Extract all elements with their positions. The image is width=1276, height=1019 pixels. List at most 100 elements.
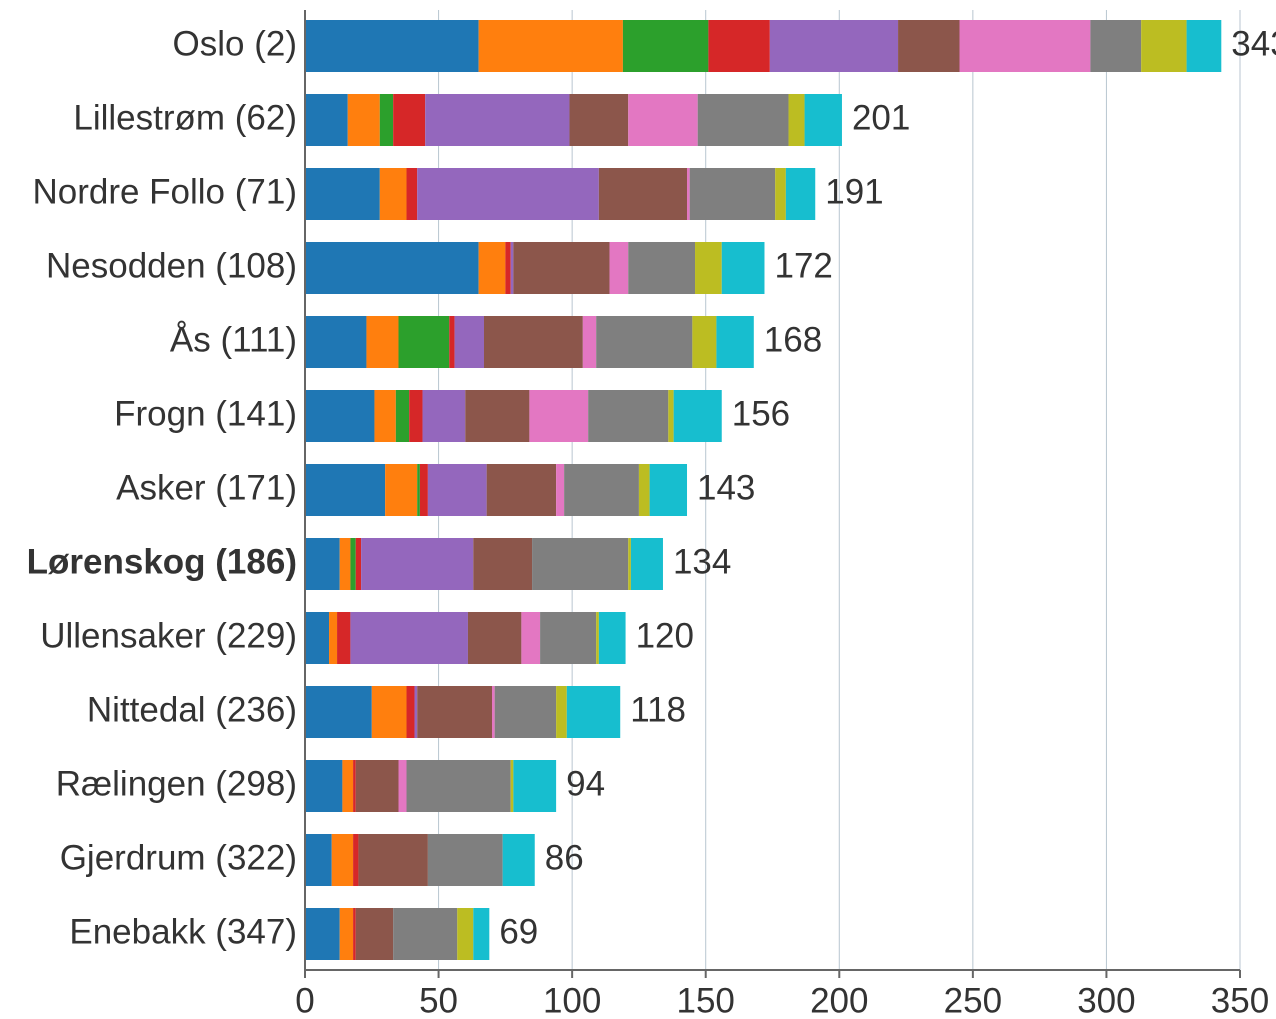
bar-segment — [556, 686, 567, 738]
category-label: Asker (171) — [116, 468, 297, 507]
bar-segment — [406, 686, 415, 738]
category-label: Nordre Follo (71) — [32, 172, 297, 211]
bar-segment — [628, 242, 696, 294]
x-tick-label: 300 — [1077, 981, 1135, 1019]
category-label: Lillestrøm (62) — [73, 98, 297, 137]
total-label: 118 — [630, 690, 686, 729]
bar-segment — [649, 464, 688, 516]
bar-segment — [804, 94, 842, 146]
bar-segment — [556, 464, 565, 516]
bar-segment — [668, 390, 674, 442]
bar-segment — [598, 612, 626, 664]
bar-segment — [788, 94, 805, 146]
total-label: 94 — [566, 764, 605, 803]
bar-segment — [502, 834, 535, 886]
bar-segment — [366, 316, 399, 368]
bar-segment — [339, 908, 354, 960]
bar-segment — [513, 242, 610, 294]
bar-segment — [305, 242, 479, 294]
bar-segment — [478, 242, 506, 294]
bar-segment — [622, 20, 709, 72]
bar-segment — [785, 168, 816, 220]
bar-segment — [721, 242, 765, 294]
bar-segment — [350, 612, 468, 664]
total-label: 172 — [774, 246, 832, 285]
bar-segment — [353, 834, 359, 886]
bar-segment — [305, 834, 332, 886]
bar-segment — [417, 168, 599, 220]
total-label: 201 — [852, 98, 910, 137]
bar-segment — [305, 390, 375, 442]
bar-segment — [305, 686, 372, 738]
category-label: Frogn (141) — [114, 394, 297, 433]
total-label: 143 — [697, 468, 755, 507]
bar-segment — [454, 316, 484, 368]
bar-segment — [486, 464, 557, 516]
total-label: 156 — [732, 394, 790, 433]
bar-segment — [406, 760, 511, 812]
category-label: Ås (111) — [170, 320, 297, 359]
bar-segment — [775, 168, 786, 220]
category-label: Nittedal (236) — [87, 690, 297, 729]
bar-segment — [609, 242, 629, 294]
bar-segment — [478, 20, 623, 72]
category-label: Ullensaker (229) — [40, 616, 297, 655]
bar-segment — [398, 760, 407, 812]
bar-segment — [716, 316, 754, 368]
bar-segment — [379, 168, 407, 220]
bar-segment — [566, 686, 621, 738]
bar-segment — [596, 316, 693, 368]
x-tick-label: 100 — [543, 981, 601, 1019]
category-label: Nesodden (108) — [46, 246, 297, 285]
x-tick-label: 0 — [295, 981, 314, 1019]
bar-segment — [708, 20, 770, 72]
bar-segment — [697, 94, 789, 146]
bar-segment — [398, 316, 450, 368]
bar-segment — [355, 760, 399, 812]
bar-segment — [305, 760, 343, 812]
bar-segment — [769, 20, 899, 72]
category-label: Rælingen (298) — [56, 764, 297, 803]
x-tick-label: 350 — [1211, 981, 1269, 1019]
bar-segment — [494, 686, 557, 738]
bar-segment — [425, 94, 570, 146]
category-label: Lørenskog (186) — [27, 542, 297, 581]
bar-segment — [305, 464, 386, 516]
bar-segment — [305, 20, 479, 72]
bar-segment — [540, 612, 597, 664]
bar-segment — [409, 390, 423, 442]
bar-segment — [305, 908, 340, 960]
bar-segment — [483, 316, 583, 368]
bar-segment — [596, 612, 599, 664]
bar-segment — [673, 390, 722, 442]
bar-segment — [628, 94, 698, 146]
bar-segment — [588, 390, 669, 442]
bar-segment — [353, 760, 356, 812]
bar-segment — [598, 168, 688, 220]
bar-segment — [305, 612, 330, 664]
bar-segment — [510, 242, 514, 294]
bar-segment — [630, 538, 663, 590]
bar-segment — [449, 316, 455, 368]
bar-segment — [687, 168, 690, 220]
bar-segment — [361, 538, 474, 590]
bar-segment — [427, 834, 503, 886]
bar-segment — [393, 94, 426, 146]
bar-segment — [305, 94, 348, 146]
bar-segment — [355, 908, 394, 960]
bar-segment — [427, 464, 487, 516]
bar-segment — [371, 686, 407, 738]
bar-segment — [457, 908, 474, 960]
bar-segment — [385, 464, 418, 516]
bar-segment — [510, 760, 514, 812]
bar-segment — [342, 760, 354, 812]
bar-segment — [505, 242, 511, 294]
bar-segment — [521, 612, 541, 664]
bar-segment — [628, 538, 631, 590]
bar-segment — [422, 390, 466, 442]
x-tick-label: 250 — [944, 981, 1002, 1019]
bar-segment — [513, 760, 557, 812]
bar-segment — [355, 538, 362, 590]
bar-segment — [569, 94, 629, 146]
